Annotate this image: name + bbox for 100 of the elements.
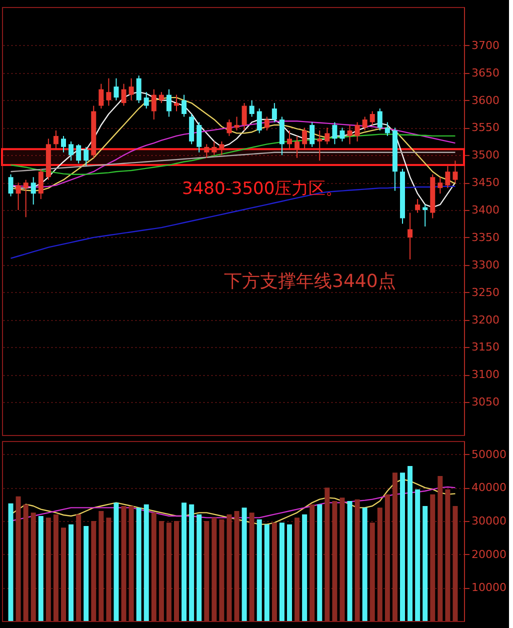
candlestick: [16, 182, 21, 211]
candlestick: [182, 94, 187, 118]
candlestick: [310, 122, 315, 148]
candlestick: [234, 116, 240, 131]
bar: [30, 512, 36, 621]
y-tick-label: 20000: [472, 548, 506, 561]
annotation: 下方支撑年线3440点: [224, 271, 396, 292]
candlestick: [84, 146, 89, 167]
bar: [61, 528, 66, 621]
bar: [302, 514, 308, 621]
candlestick: [287, 130, 292, 150]
candlestick: [196, 122, 202, 153]
candlestick: [415, 198, 420, 214]
y-tick-label: 3700: [472, 38, 500, 52]
bar: [438, 476, 443, 621]
candlestick: [384, 122, 390, 136]
bar: [324, 488, 330, 621]
bar: [362, 508, 368, 621]
candlestick: [332, 122, 338, 145]
candlestick: [422, 204, 428, 227]
candlestick: [204, 144, 210, 158]
bar: [317, 504, 322, 621]
bar: [294, 518, 300, 621]
bar: [189, 504, 194, 621]
bar: [128, 506, 134, 621]
bar: [91, 521, 96, 621]
candlestick: [144, 92, 149, 110]
candlestick: [249, 100, 254, 118]
bar: [151, 512, 156, 621]
bar: [114, 502, 119, 621]
candlestick: [151, 88, 156, 120]
candlestick: [272, 102, 277, 123]
y-tick-label: 3400: [472, 204, 500, 217]
candlestick: [8, 174, 14, 197]
bar: [76, 514, 82, 621]
bar: [98, 511, 104, 621]
bar: [249, 512, 254, 621]
bar: [340, 498, 345, 621]
bar: [196, 514, 202, 621]
candlestick: [347, 124, 352, 145]
candlestick: [158, 92, 164, 104]
candlestick: [340, 127, 345, 142]
y-tick-label: 3650: [472, 66, 500, 80]
line-series: [10, 152, 456, 172]
bar: [166, 522, 172, 621]
bar: [23, 504, 28, 621]
y-tick-label: 30000: [472, 514, 506, 528]
bar: [106, 518, 112, 621]
candlestick: [121, 83, 126, 106]
bar: [46, 518, 51, 621]
candlestick: [61, 135, 66, 153]
candlestick: [136, 75, 142, 104]
bar: [84, 526, 89, 621]
bar: [38, 516, 44, 621]
candlestick: [324, 127, 330, 145]
candlestick: [219, 140, 224, 156]
bar: [144, 504, 149, 621]
bar: [136, 508, 142, 621]
bar: [68, 524, 74, 621]
y-tick-label: 3550: [472, 121, 500, 134]
bar: [174, 521, 179, 621]
candlestick: [38, 168, 44, 200]
candlestick: [377, 108, 382, 131]
candlestick: [264, 116, 270, 131]
bar: [16, 496, 21, 621]
bar: [422, 506, 428, 621]
bar: [400, 472, 405, 621]
candlestick: [256, 108, 262, 134]
candlestick: [317, 130, 322, 162]
candlestick: [23, 179, 28, 218]
bar: [226, 514, 232, 621]
candlestick: [128, 78, 134, 101]
y-tick-label: 3500: [472, 148, 500, 162]
bar: [287, 524, 292, 621]
bar: [310, 504, 315, 621]
bar: [182, 502, 187, 621]
bar: [279, 522, 284, 621]
candlestick: [294, 135, 300, 158]
y-tick-label: 3600: [472, 94, 500, 107]
candlestick: [166, 88, 172, 118]
candlestick: [370, 110, 375, 126]
candlestick: [174, 94, 179, 112]
candlestick: [76, 144, 82, 164]
bar: [121, 506, 126, 621]
bar: [392, 472, 398, 621]
y-tick-label: 3150: [472, 340, 500, 354]
bar: [8, 503, 14, 621]
candlestick: [226, 118, 232, 136]
y-tick-label: 10000: [472, 581, 506, 594]
bar: [408, 466, 413, 621]
bar: [384, 494, 390, 621]
bar: [370, 522, 375, 621]
bar: [204, 521, 210, 621]
candlestick: [53, 130, 58, 150]
y-tick-label: 3100: [472, 368, 500, 382]
y-tick-label: 3200: [472, 313, 500, 326]
candlestick: [438, 176, 443, 194]
y-tick-label: 3250: [472, 286, 500, 299]
candlestick: [354, 122, 360, 142]
candlestick: [212, 140, 217, 156]
